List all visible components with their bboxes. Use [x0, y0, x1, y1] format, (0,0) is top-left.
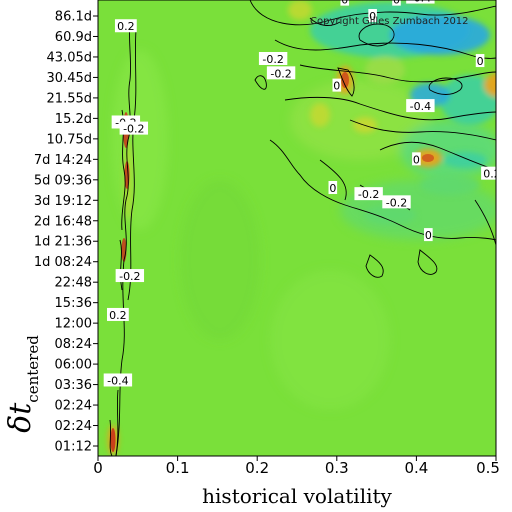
heatmap-field: 0.2-0.2-0.2-0.20.2-0.4-0.2-0.20000-0.40-…: [98, 0, 501, 456]
y-tick-label: 1d 21:36: [34, 235, 92, 250]
svg-text:0: 0: [341, 0, 348, 7]
y-tick-label: 02:24: [55, 419, 92, 434]
y-tick-label: 30.45d: [47, 71, 92, 86]
x-axis: 0 0.1 0.2 0.3 0.4 0.5: [93, 456, 500, 477]
y-axis-title-sub: centered: [24, 335, 42, 403]
y-tick-label: 06:00: [55, 358, 92, 373]
contour-label: 0.2: [481, 166, 501, 181]
contour-label: 0: [412, 152, 421, 166]
contour-label: 0.2: [114, 19, 137, 33]
x-axis-title: historical volatility: [202, 484, 392, 508]
y-tick-label: 15:36: [55, 296, 92, 311]
contour-label: 0: [340, 0, 350, 7]
y-tick-label: 43.05d: [47, 50, 92, 65]
svg-text:-0.4: -0.4: [410, 0, 431, 5]
y-tick-label: 3d 19:12: [34, 194, 92, 209]
x-tick-label: 0.1: [166, 459, 190, 477]
contour-label: 0: [328, 181, 338, 195]
y-tick-label: 01:12: [55, 440, 92, 455]
svg-text:0.2: 0.2: [483, 168, 501, 181]
y-tick-label: 60.9d: [55, 30, 92, 45]
y-axis-title: δtcentered: [3, 335, 42, 433]
x-tick-label: 0: [93, 459, 103, 477]
svg-text:-0.2: -0.2: [386, 196, 407, 209]
x-tick-label: 0.2: [245, 459, 269, 477]
contour-labels: 0.2-0.2-0.2-0.20.2-0.4-0.2-0.20000-0.40-…: [103, 0, 501, 387]
y-axis-title-main: δt: [3, 402, 38, 433]
svg-text:-0.2: -0.2: [119, 270, 140, 283]
contour-label: 0: [424, 228, 433, 242]
contour-label: 0.2: [107, 307, 129, 322]
contour-label: -0.2: [354, 187, 383, 201]
y-tick-label: 03:36: [55, 378, 92, 393]
contour-label: -0.2: [258, 52, 288, 66]
contour-label: -0.4: [406, 99, 435, 113]
y-tick-label: 2d 16:48: [34, 214, 92, 229]
contour-label: -0.4: [406, 0, 435, 5]
contour-label: 0: [392, 0, 401, 7]
svg-text:-0.2: -0.2: [358, 188, 379, 201]
contour-label: -0.2: [382, 195, 411, 209]
svg-text:0: 0: [369, 10, 376, 23]
plot-frame: [97, 0, 497, 457]
svg-text:0: 0: [329, 182, 336, 195]
svg-text:-0.2: -0.2: [123, 123, 144, 136]
svg-text:0: 0: [413, 153, 420, 166]
svg-text:0: 0: [425, 229, 432, 242]
y-tick-label: 7d 14:24: [34, 153, 92, 168]
y-tick-label: 22:48: [55, 276, 92, 291]
y-tick-label: 86.1d: [55, 10, 92, 25]
x-tick-label: 0.4: [404, 459, 428, 477]
svg-text:-0.2: -0.2: [262, 53, 283, 66]
svg-text:0: 0: [393, 0, 400, 7]
svg-text:0.2: 0.2: [109, 309, 127, 322]
contour-label: -0.2: [115, 269, 145, 283]
x-tick-label: 0.3: [325, 459, 349, 477]
y-tick-label: 12:00: [55, 317, 92, 332]
y-tick-label: 5d 09:36: [34, 173, 92, 188]
svg-text:δtcentered: δtcentered: [3, 335, 42, 433]
contour-label: 0: [475, 54, 485, 68]
y-tick-label: 15.2d: [55, 112, 92, 127]
svg-text:-0.4: -0.4: [410, 100, 431, 113]
svg-text:0.2: 0.2: [117, 20, 135, 33]
y-tick-label: 10.75d: [47, 132, 92, 147]
y-tick-label: 08:24: [55, 337, 92, 352]
svg-text:0: 0: [333, 80, 340, 93]
contour-label: -0.2: [119, 121, 149, 136]
copyright-notice: Copyright Gilles Zumbach 2012: [310, 16, 469, 27]
y-tick-label: 21.55d: [47, 91, 92, 106]
svg-text:-0.2: -0.2: [270, 67, 291, 80]
contour-label: -0.4: [103, 373, 133, 387]
contour-label: 0: [368, 9, 377, 23]
svg-text:0: 0: [477, 55, 484, 68]
y-tick-label: 02:24: [55, 399, 92, 414]
svg-text:-0.4: -0.4: [107, 374, 128, 387]
contour-label: 0: [332, 78, 342, 93]
contour-label: -0.2: [266, 66, 296, 80]
y-axis: 01:12 02:24 02:24 03:36 06:00 08:24 12:00 15:36…: [34, 10, 98, 455]
y-tick-label: 1d 08:24: [34, 255, 92, 270]
x-tick-label: 0.5: [476, 459, 500, 477]
